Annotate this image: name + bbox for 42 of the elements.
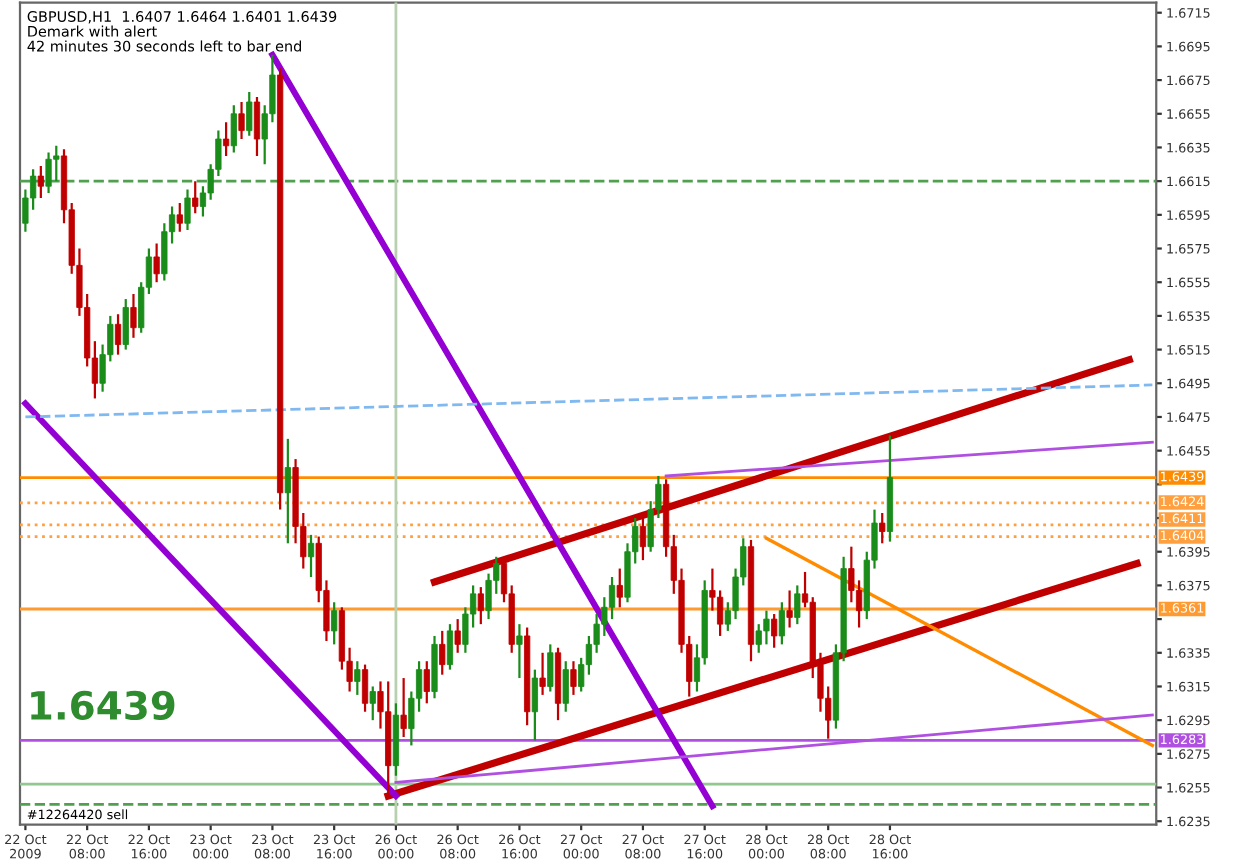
- candlestick: [184, 188, 191, 232]
- candlestick: [369, 685, 376, 722]
- candlestick: [477, 585, 484, 626]
- candlestick: [230, 104, 237, 154]
- candlestick: [284, 437, 291, 545]
- candlestick: [547, 643, 554, 693]
- candlestick: [130, 292, 137, 339]
- candlestick: [516, 623, 523, 680]
- candlestick: [771, 612, 778, 649]
- candlestick: [400, 676, 407, 739]
- candlestick: [331, 601, 338, 646]
- candlestick: [307, 533, 315, 579]
- candlestick: [423, 660, 430, 705]
- candlestick: [192, 180, 199, 215]
- candlestick: [122, 297, 129, 351]
- candlestick: [431, 634, 438, 700]
- candlestick: [570, 660, 577, 697]
- candlestick: [222, 121, 230, 157]
- candlestick: [439, 629, 446, 676]
- candlestick: [153, 242, 160, 284]
- candlestick: [879, 511, 886, 545]
- candlestick: [253, 95, 261, 157]
- candlestick: [608, 575, 616, 621]
- candlestick: [446, 623, 454, 671]
- candlestick: [45, 151, 52, 195]
- candlestick: [531, 668, 538, 742]
- candlestick: [246, 90, 253, 137]
- annotation: 1.6439: [31, 690, 175, 721]
- candlestick: [794, 584, 801, 626]
- candlestick: [114, 313, 122, 356]
- candlestick: [763, 609, 770, 646]
- candlestick: [361, 663, 369, 713]
- candlestick: [778, 601, 785, 646]
- candlestick: [454, 617, 461, 654]
- candlestick: [176, 201, 183, 233]
- candlestick: [786, 589, 793, 629]
- candlestick: [616, 567, 623, 609]
- candlestick: [238, 100, 245, 141]
- candlestick: [539, 651, 546, 697]
- candlestick: [562, 660, 569, 713]
- candlestick: [37, 164, 44, 200]
- candlestick: [354, 660, 361, 697]
